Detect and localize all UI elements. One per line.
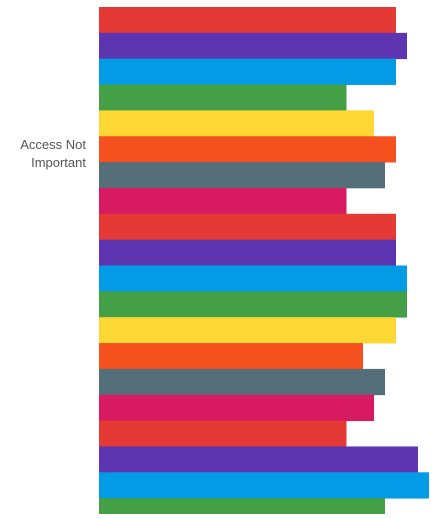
bar-13 [99, 317, 396, 344]
bar-14 [99, 343, 363, 370]
bar-8 [99, 187, 347, 215]
bar-6 [99, 136, 396, 163]
category-label: Access Not Important [0, 136, 86, 172]
bar-16 [99, 394, 374, 421]
bar-15 [99, 368, 385, 396]
bar-18 [99, 446, 418, 473]
bar-19 [99, 472, 429, 499]
bar-5 [99, 110, 374, 137]
category-label-line-1: Access Not [20, 137, 86, 152]
category-label-line-2: Important [31, 155, 86, 170]
bar-20 [99, 498, 385, 519]
bar-17 [99, 420, 347, 447]
bar-3 [99, 58, 396, 85]
bar-7 [99, 162, 385, 189]
bar-12 [99, 291, 407, 318]
bar-11 [99, 265, 407, 292]
bar-9 [99, 213, 396, 241]
bar-2 [99, 32, 407, 60]
bar-1 [99, 7, 396, 34]
bar-4 [99, 84, 347, 111]
bars-group [99, 7, 429, 519]
bar-10 [99, 239, 396, 266]
